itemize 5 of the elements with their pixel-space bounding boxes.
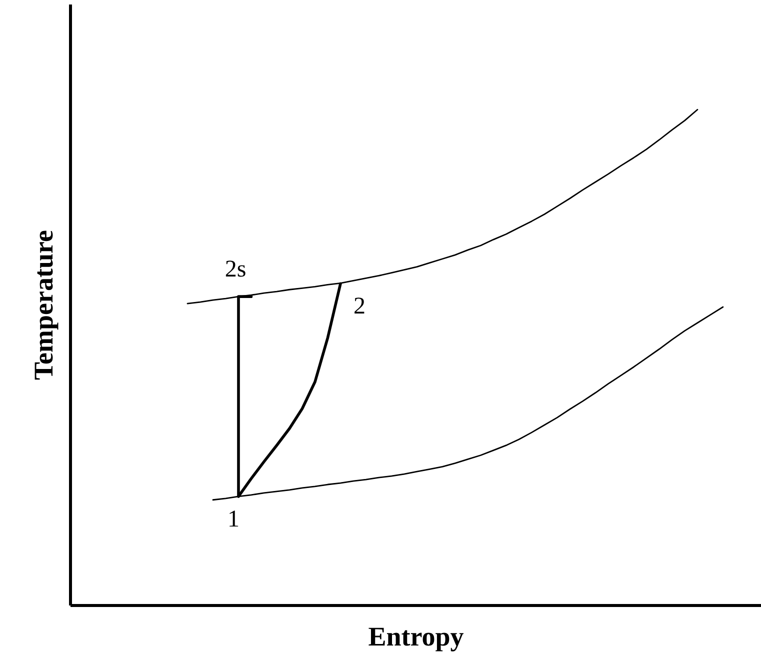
annotation: 1 <box>227 506 240 532</box>
annotation: 2s <box>224 256 246 283</box>
y-axis-title: Temperature <box>28 230 58 380</box>
x-axis-title: Entropy <box>368 622 464 652</box>
annotation: 2 <box>353 294 366 320</box>
